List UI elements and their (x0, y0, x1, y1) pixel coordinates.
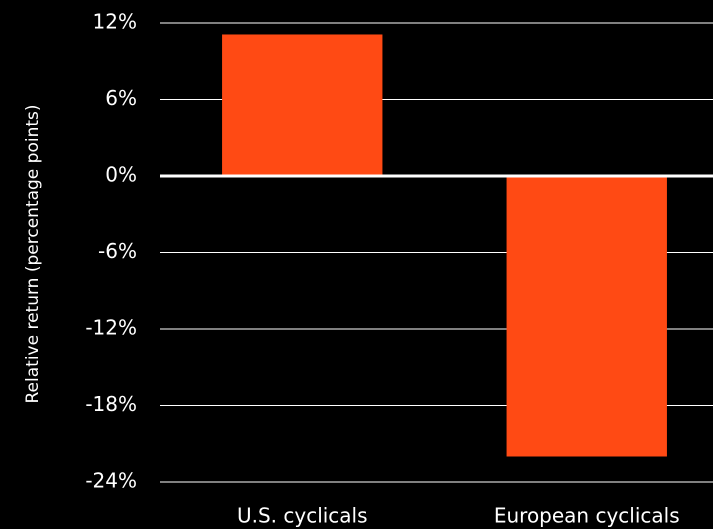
y-tick-label: 6% (105, 86, 137, 110)
y-tick-label: -12% (85, 316, 137, 340)
y-tick-label: 12% (93, 10, 137, 34)
x-tick-label: U.S. cyclicals (237, 504, 368, 528)
bar (506, 176, 667, 457)
y-tick-label: -18% (85, 392, 137, 416)
y-axis-label: Relative return (percentage points) (23, 104, 43, 403)
x-tick-label: European cyclicals (494, 504, 680, 528)
y-tick-label: -24% (85, 469, 137, 493)
y-tick-label: 0% (105, 163, 137, 187)
bar (222, 34, 383, 176)
y-tick-label: -6% (98, 239, 137, 263)
